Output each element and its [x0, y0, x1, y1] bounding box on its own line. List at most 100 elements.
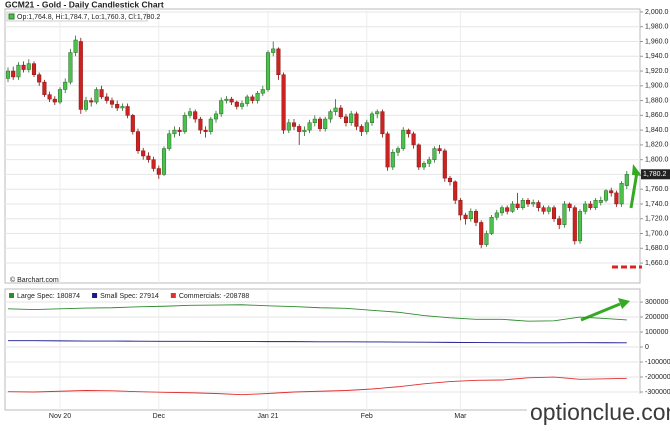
y-tick-label: 1,940.0 — [645, 53, 668, 60]
candle-body — [349, 113, 354, 123]
y-tick-label: 1,740.0 — [645, 201, 668, 208]
ohlc-legend-box — [6, 11, 148, 22]
candle-body — [572, 207, 577, 242]
candle-body — [484, 233, 489, 245]
candle-body — [447, 177, 453, 183]
candle-body — [562, 203, 567, 225]
candle-body — [302, 129, 307, 132]
candle-body — [63, 81, 68, 90]
legend-swatch — [170, 293, 176, 298]
candle-body — [338, 107, 343, 118]
candle-body — [364, 122, 369, 132]
candle-body — [141, 150, 146, 157]
y-tick-label: 1,920.0 — [645, 68, 668, 75]
y-tick-label: 1,900.0 — [645, 83, 668, 90]
candle-body — [78, 41, 83, 110]
candle-body — [598, 200, 603, 203]
y-tick-label: 1,700.0 — [645, 230, 668, 237]
y-tick-label: 1,660.0 — [645, 260, 668, 267]
candle-body — [120, 106, 125, 109]
candle-body — [146, 155, 151, 160]
candle-body — [323, 118, 328, 129]
y-tick-label: 1,800.0 — [645, 157, 668, 164]
candle-body — [588, 203, 593, 208]
candle-body — [354, 113, 359, 127]
y-tick-label: 1,760.0 — [645, 186, 668, 193]
candle-body — [276, 48, 281, 75]
candle-body — [536, 202, 541, 208]
candle-body — [177, 129, 182, 132]
candle-body — [395, 148, 401, 153]
candle-body — [234, 101, 239, 107]
candle-body — [203, 129, 208, 132]
candle-body — [31, 63, 37, 75]
candle-body — [115, 104, 120, 109]
candle-body — [406, 129, 411, 135]
candle-body — [317, 118, 323, 129]
candle-body — [47, 94, 52, 100]
y-tick-label: 1,840.0 — [645, 127, 668, 134]
candle-body — [37, 74, 42, 83]
candle-body — [479, 222, 484, 245]
candle-body — [193, 111, 198, 120]
candle-body — [390, 152, 395, 168]
candle-body — [187, 111, 193, 116]
candle-body — [593, 200, 598, 208]
candle-body — [260, 89, 265, 94]
candle-body — [125, 106, 130, 116]
y-tick-label: -300000 — [645, 389, 670, 396]
cot-line — [7, 376, 627, 396]
candle-body — [281, 74, 286, 131]
y-tick-label: 1,960.0 — [645, 38, 668, 45]
candle-body — [531, 202, 536, 205]
x-tick-label: Jan 21 — [257, 413, 278, 420]
last-price-box — [641, 169, 670, 180]
candle-body — [583, 203, 588, 212]
candle-body — [416, 144, 421, 168]
candle-body — [26, 63, 31, 70]
candle-body — [369, 113, 375, 123]
candle-body — [333, 107, 338, 112]
candle-body — [359, 126, 364, 132]
legend-swatch — [92, 293, 98, 298]
candle-body — [614, 192, 619, 205]
candle-body — [68, 52, 73, 83]
candle-body — [380, 111, 385, 135]
candle-body — [83, 100, 89, 110]
candle-body — [42, 81, 47, 95]
candle-body — [421, 163, 427, 168]
candle-body — [224, 98, 229, 101]
candle-body — [291, 122, 297, 127]
candle-body — [307, 122, 312, 131]
candle-body — [271, 48, 276, 53]
candle-body — [603, 190, 609, 201]
candle-body — [401, 129, 406, 149]
candle-body — [510, 203, 515, 212]
candle-body — [161, 148, 167, 175]
x-tick-label: Nov 20 — [49, 413, 71, 420]
last-price-label: 1,780.2 — [643, 171, 666, 178]
candle-body — [520, 200, 525, 208]
legend-label: Small Spec: 27914 — [100, 293, 159, 300]
y-tick-label: 1,860.0 — [645, 112, 668, 119]
candle-body — [57, 89, 63, 103]
candle-body — [297, 126, 302, 132]
candle-body — [286, 122, 291, 131]
y-tick-label: -200000 — [645, 374, 670, 381]
candle-body — [557, 218, 562, 225]
candle-body — [109, 100, 115, 105]
chart-title: GCM21 - Gold - Daily Candlestick Chart — [5, 0, 164, 9]
y-tick-label: 1,980.0 — [645, 24, 668, 31]
watermark-box — [527, 394, 670, 431]
candle-body — [151, 159, 156, 169]
candle-body — [328, 111, 333, 120]
y-tick-label: 1,720.0 — [645, 216, 668, 223]
candle-body — [375, 111, 380, 115]
legend-label: Commercials: -208788 — [179, 293, 250, 300]
candle-body — [213, 113, 219, 120]
candle-body — [16, 64, 21, 78]
candle-body — [312, 118, 317, 123]
candle-body — [167, 133, 172, 149]
candle-body — [505, 207, 510, 212]
